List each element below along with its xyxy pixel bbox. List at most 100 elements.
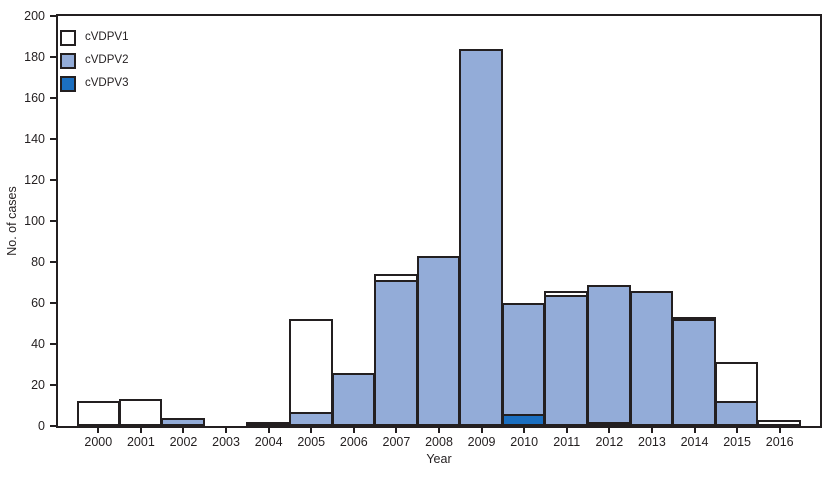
legend-label: cVDPV3 [85,77,129,90]
x-tick-label: 2014 [680,435,709,449]
bar-2001 [118,399,163,426]
bar-2010 [501,302,546,426]
y-tick-label: 20 [31,377,45,392]
y-tick [50,179,58,181]
x-tick-label: 2013 [638,435,666,449]
legend: cVDPV1 cVDPV2 cVDPV3 [60,30,128,92]
x-tick-label: 2003 [212,435,240,449]
y-tick [50,425,58,427]
y-tick [50,15,58,18]
bar-segment-cvdpv1-2001 [118,399,163,426]
x-tick [97,426,100,433]
bar-2002 [161,417,205,426]
bar-segment-cvdpv1-2015 [714,362,759,404]
y-tick [50,56,58,58]
y-tick-label: 140 [24,131,45,146]
y-tick-label: 120 [24,172,45,187]
bar-2006 [331,372,376,426]
y-tick [50,302,58,304]
x-tick [608,426,611,433]
bar-2007 [374,274,418,426]
y-tick [50,220,58,222]
bar-segment-cvdpv2-2012 [587,284,631,424]
x-tick-label: 2006 [339,435,368,449]
y-tick-label: 40 [31,336,45,351]
x-tick [650,426,653,433]
x-axis-title: Year [426,452,452,466]
bar-segment-cvdpv2-2007 [374,280,418,426]
legend-item-cvdpv1: cVDPV1 [60,30,128,46]
bar-2013 [629,290,674,426]
x-tick-label: 2001 [126,435,155,449]
y-tick-label: 60 [31,295,45,310]
x-tick [395,426,398,433]
legend-label: cVDPV2 [85,54,129,67]
bar-segment-cvdpv2-2002 [161,417,205,426]
bar-segment-cvdpv2-2013 [629,290,674,426]
x-tick-label: 2004 [254,435,283,449]
x-tick [182,426,185,433]
x-tick-label: 2011 [553,435,581,449]
cvdpv1-swatch-icon [60,30,76,46]
x-tick [225,426,228,433]
bar-segment-cvdpv1-2000 [77,401,120,426]
y-tick-label: 100 [24,213,45,228]
x-tick [736,426,739,433]
x-tick [352,426,355,433]
y-axis-title: No. of cases [5,186,19,256]
x-tick-label: 2008 [425,435,453,449]
cvdpv2-swatch-icon [60,53,76,69]
x-tick [778,426,781,433]
x-tick-label: 2002 [169,435,198,449]
bar-segment-cvdpv2-2008 [416,255,461,426]
x-tick-label: 2007 [382,435,411,449]
y-tick-label: 0 [38,418,45,433]
y-tick [50,384,58,386]
bar-2015 [714,362,759,426]
x-tick-label: 2015 [723,435,752,449]
bar-segment-cvdpv2-2006 [331,372,376,426]
x-tick [310,426,313,433]
bar-2000 [77,401,120,426]
bar-segment-cvdpv1-2004 [246,421,290,426]
bar-2005 [288,319,333,426]
x-tick [267,426,270,433]
bar-2004 [246,421,290,426]
bar-2011 [544,290,589,426]
bar-2009 [459,48,503,426]
y-tick-label: 200 [24,8,45,23]
x-tick [523,426,526,433]
bar-segment-cvdpv2-2014 [672,319,716,426]
y-tick-label: 80 [31,254,45,269]
legend-item-cvdpv3: cVDPV3 [60,76,128,92]
x-tick-label: 2009 [467,435,496,449]
x-tick [438,426,440,433]
legend-item-cvdpv2: cVDPV2 [60,53,128,69]
bar-segment-cvdpv2-2015 [714,401,759,426]
plot-area: 0 20 40 60 80 100 120 140 160 180 200 2000 2001 2002 2… [24,10,822,448]
bar-segment-cvdpv3-2010 [501,413,546,426]
y-tick [50,97,58,99]
bar-segment-cvdpv2-2011 [544,294,589,426]
y-tick-label: 160 [24,90,45,105]
x-tick-label: 2005 [297,435,326,449]
y-tick [50,261,58,263]
bar-segment-cvdpv2-2009 [459,48,503,426]
bar-2016 [757,419,801,426]
x-tick-label: 2010 [510,435,539,449]
bar-segment-cvdpv2-2005 [288,411,333,426]
bar-2014 [672,317,716,426]
bar-segment-cvdpv2-2010 [501,302,546,416]
y-tick [50,343,58,345]
bar-2012 [587,284,631,426]
x-tick-label: 2012 [595,435,624,449]
bar-segment-cvdpv1-2016 [757,419,801,426]
x-tick [139,426,142,433]
bar-segment-cvdpv1-2005 [288,319,333,414]
x-tick-label: 2000 [84,435,113,449]
x-tick [480,426,483,433]
x-tick [565,426,568,433]
bar-segment-cvdpv3-2012 [587,421,631,426]
y-tick [50,138,58,140]
